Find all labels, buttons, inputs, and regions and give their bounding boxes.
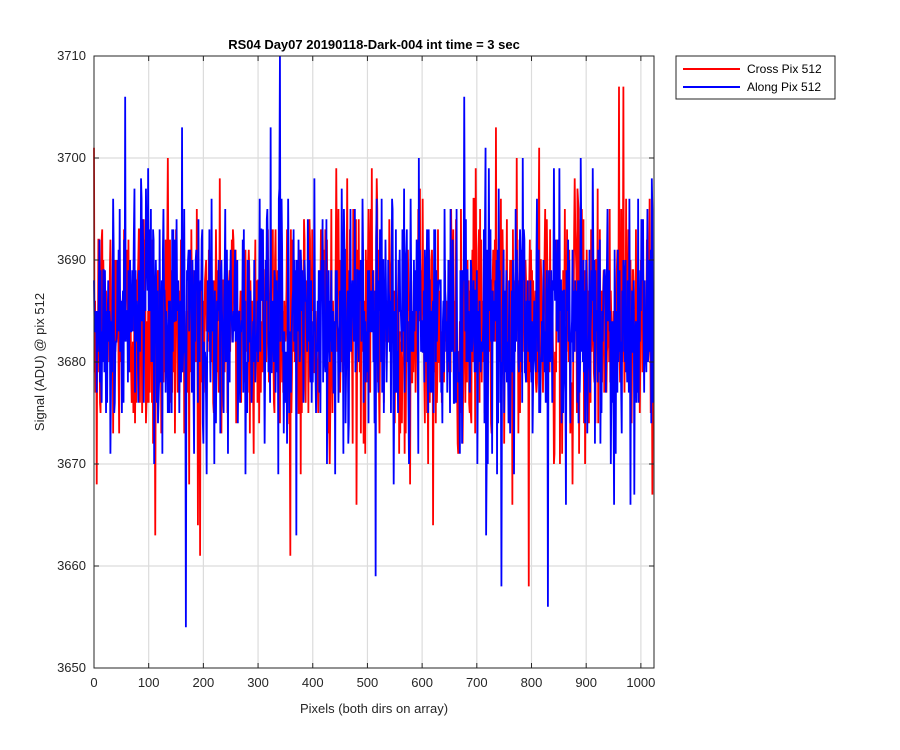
y-tick-label: 3700 [57, 150, 86, 165]
legend-label-along: Along Pix 512 [747, 80, 821, 94]
chart-title: RS04 Day07 20190118-Dark-004 int time = … [228, 37, 520, 52]
series-layer [93, 55, 655, 628]
x-tick-label: 700 [466, 675, 488, 690]
x-axis-label: Pixels (both dirs on array) [300, 701, 448, 716]
x-tick-label: 800 [521, 675, 543, 690]
series-line-along-pix-512 [93, 55, 655, 628]
y-axis-label: Signal (ADU) @ pix 512 [32, 293, 47, 431]
x-tick-label: 1000 [626, 675, 655, 690]
x-tick-label: 500 [357, 675, 379, 690]
legend-label-cross: Cross Pix 512 [747, 62, 822, 76]
x-tick-label: 200 [193, 675, 215, 690]
x-tick-label: 400 [302, 675, 324, 690]
x-tick-label: 100 [138, 675, 160, 690]
ticks: 0 100 200 300 400 500 600 700 800 900 1000 3650 3660… [57, 48, 655, 690]
legend: Cross Pix 512 Along Pix 512 [675, 55, 836, 100]
x-tick-label: 600 [411, 675, 433, 690]
x-tick-label: 300 [247, 675, 269, 690]
x-tick-label: 900 [575, 675, 597, 690]
x-tick-label: 0 [90, 675, 97, 690]
legend-box [675, 55, 836, 100]
y-tick-label: 3710 [57, 48, 86, 63]
y-tick-label: 3690 [57, 252, 86, 267]
y-tick-label: 3670 [57, 456, 86, 471]
y-tick-label: 3680 [57, 354, 86, 369]
y-tick-label: 3650 [57, 660, 86, 675]
y-tick-label: 3660 [57, 558, 86, 573]
